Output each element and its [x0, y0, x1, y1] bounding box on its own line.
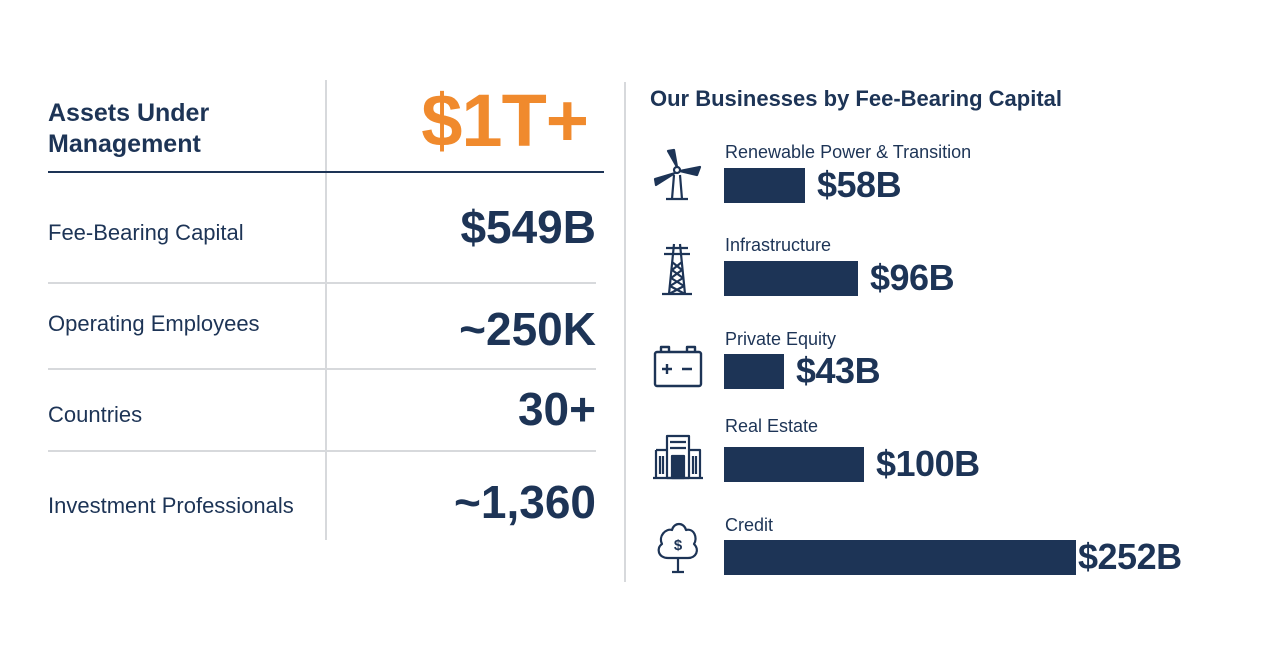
- metric-value-professionals: ~1,360: [454, 476, 596, 528]
- bar-value-label: $96B: [870, 257, 955, 298]
- row-divider: [48, 450, 596, 452]
- svg-text:$: $: [674, 537, 683, 554]
- building-icon: [650, 430, 706, 488]
- bar-label: Infrastructure: [725, 235, 832, 255]
- bar-label: Private Equity: [725, 329, 837, 349]
- bar-label: Credit: [725, 515, 774, 535]
- transmission-tower-icon: [650, 240, 706, 298]
- row-divider: [48, 368, 596, 370]
- bar-value-label: $43B: [796, 350, 881, 391]
- metric-value-countries: 30+: [517, 383, 596, 435]
- bar: [724, 261, 858, 296]
- bar-value-label: $58B: [817, 164, 902, 205]
- money-tree-icon: $: [650, 518, 706, 576]
- metric-label-professionals: Investment Professionals: [48, 493, 294, 518]
- bar: [724, 168, 805, 203]
- bar: [724, 540, 1076, 575]
- panel-divider: [624, 82, 626, 582]
- chart-title: Our Businesses by Fee-Bearing Capital: [650, 86, 1063, 111]
- bar: [724, 354, 784, 389]
- aum-value: $1T+: [421, 79, 589, 162]
- metric-label-countries: Countries: [48, 402, 143, 427]
- aum-label: Assets Under Management: [48, 99, 210, 158]
- bar-label: Real Estate: [725, 416, 819, 436]
- row-divider: [48, 282, 596, 284]
- bar-label: Renewable Power & Transition: [725, 142, 972, 162]
- bar-value-label: $252B: [1078, 536, 1182, 577]
- battery-icon: [650, 338, 706, 396]
- bar-value-label: $100B: [876, 443, 980, 484]
- column-divider: [325, 80, 327, 540]
- metric-label-fee-bearing: Fee-Bearing Capital: [48, 220, 244, 245]
- header-divider: [48, 171, 604, 173]
- wind-turbine-icon: [650, 145, 706, 203]
- bar: [724, 447, 864, 482]
- metric-value-employees: ~250K: [459, 303, 596, 355]
- metric-value-fee-bearing: $549B: [460, 201, 596, 253]
- metric-label-employees: Operating Employees: [48, 311, 260, 336]
